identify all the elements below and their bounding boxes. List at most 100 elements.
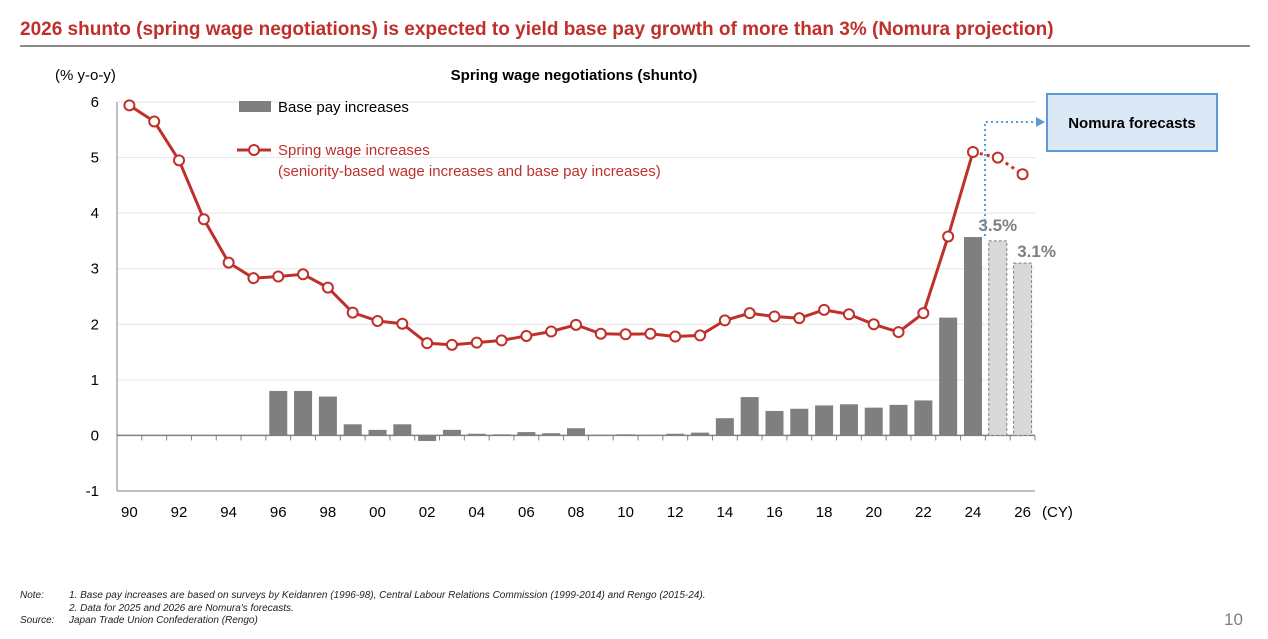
- bar: [666, 433, 685, 436]
- x-tick-label: 92: [171, 504, 188, 521]
- line-marker: [793, 312, 806, 325]
- forecast-arrowhead: [1036, 117, 1045, 127]
- bar: [839, 404, 858, 436]
- line-marker: [123, 99, 136, 112]
- line-marker: [818, 303, 831, 316]
- bar: [641, 434, 660, 436]
- x-tick-label: 26: [1014, 504, 1031, 521]
- legend: Base pay increases Spring wage increases…: [237, 99, 661, 180]
- legend-line-label: Spring wage increases: [278, 142, 430, 159]
- bar: [715, 418, 734, 436]
- x-tick-label: 20: [865, 504, 882, 521]
- bar: [318, 396, 337, 436]
- bar: [492, 434, 511, 436]
- line-marker: [842, 308, 855, 321]
- x-tick-label: 18: [816, 504, 833, 521]
- y-tick-label: 1: [91, 372, 99, 389]
- legend-bar-swatch: [239, 101, 271, 112]
- x-tick-label: 94: [220, 504, 237, 521]
- x-tick-label: 08: [568, 504, 585, 521]
- line-marker: [942, 230, 955, 243]
- forecast-box: [1046, 93, 1218, 152]
- bar: [343, 424, 362, 436]
- y-tick-label: 2: [91, 316, 99, 333]
- line-marker: [520, 329, 533, 342]
- line-marker: [197, 213, 210, 226]
- line-marker: [173, 154, 186, 167]
- source-text: Japan Trade Union Confederation (Rengo): [69, 615, 258, 626]
- page-headline: 2026 shunto (spring wage negotiations) i…: [20, 19, 1054, 40]
- bar-value-label: 3.5%: [978, 216, 1017, 235]
- x-tick-label: 00: [369, 504, 386, 521]
- page-number: 10: [1224, 610, 1243, 629]
- line-marker: [297, 268, 310, 281]
- bar: [591, 434, 610, 436]
- bar: [864, 407, 883, 436]
- line-marker: [247, 272, 260, 285]
- line-marker: [669, 330, 682, 343]
- bar: [815, 405, 834, 436]
- bar: [691, 432, 710, 436]
- line-marker: [892, 326, 905, 339]
- footnotes: Note: 1. Base pay increases are based on …: [20, 590, 705, 628]
- bar: [467, 433, 486, 436]
- forecast-bar: [988, 240, 1008, 436]
- line-marker: [421, 337, 434, 350]
- line-marker: [545, 325, 558, 338]
- line-marker: [966, 146, 979, 159]
- x-tick-label: 90: [121, 504, 138, 521]
- bar: [567, 428, 585, 436]
- line-marker: [321, 281, 334, 294]
- line-marker: [570, 318, 582, 331]
- line-marker: [594, 327, 607, 340]
- line-marker: [396, 317, 409, 330]
- x-tick-label: 02: [419, 504, 436, 521]
- x-tick-label: 16: [766, 504, 783, 521]
- x-tick-label: 22: [915, 504, 932, 521]
- headline-divider: [20, 45, 1250, 47]
- bar: [914, 400, 933, 436]
- bar: [442, 429, 461, 436]
- bar: [517, 432, 536, 436]
- bar-value-label: 3.1%: [1017, 242, 1056, 261]
- note-label: Note:: [20, 590, 44, 601]
- bar: [393, 424, 412, 436]
- legend-bar-label: Base pay increases: [278, 99, 409, 116]
- bar: [963, 237, 982, 436]
- line-series: [123, 99, 1029, 351]
- forecast-annotation: Nomura forecasts: [984, 93, 1218, 236]
- y-axis-label: (% y-o-y): [55, 67, 116, 84]
- x-axis-unit-label: (CY): [1042, 504, 1073, 521]
- line-marker: [371, 314, 384, 327]
- forecast-bar: [1013, 262, 1033, 436]
- line-marker: [619, 328, 632, 341]
- x-tick-label: 12: [667, 504, 684, 521]
- line-marker: [495, 334, 508, 347]
- bar: [889, 404, 908, 436]
- y-tick-label: 3: [91, 261, 99, 278]
- bar: [542, 433, 561, 436]
- x-tick-label: 96: [270, 504, 287, 521]
- legend-line-label-2: (seniority-based wage increases and base…: [278, 163, 661, 180]
- x-tick-label: 04: [468, 504, 485, 521]
- line-marker: [694, 329, 707, 342]
- y-tick-label: 0: [91, 427, 99, 444]
- line-marker: [470, 336, 483, 349]
- line-forecast: [972, 150, 1024, 176]
- y-tick-label: -1: [86, 483, 99, 500]
- line-marker: [272, 270, 285, 283]
- bar-series: 3.5%3.1%: [269, 216, 1056, 441]
- line-marker: [867, 318, 880, 331]
- y-tick-label: 5: [91, 150, 99, 167]
- line-marker: [718, 314, 731, 327]
- bar: [418, 435, 437, 441]
- x-tick-label: 98: [320, 504, 337, 521]
- line-marker: [1016, 168, 1029, 181]
- legend-line-marker: [248, 144, 260, 156]
- y-tick-label: 6: [91, 94, 99, 111]
- x-tick-label: 14: [717, 504, 734, 521]
- bar: [616, 434, 635, 436]
- line-marker: [445, 338, 458, 351]
